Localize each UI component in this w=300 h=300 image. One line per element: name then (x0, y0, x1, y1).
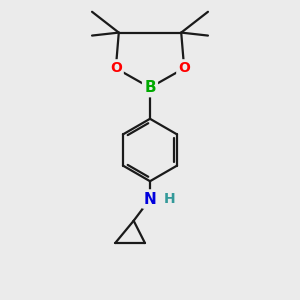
Text: B: B (144, 80, 156, 95)
Text: O: O (178, 61, 190, 75)
Text: H: H (164, 192, 175, 206)
Text: N: N (144, 191, 156, 206)
Text: O: O (110, 61, 122, 75)
